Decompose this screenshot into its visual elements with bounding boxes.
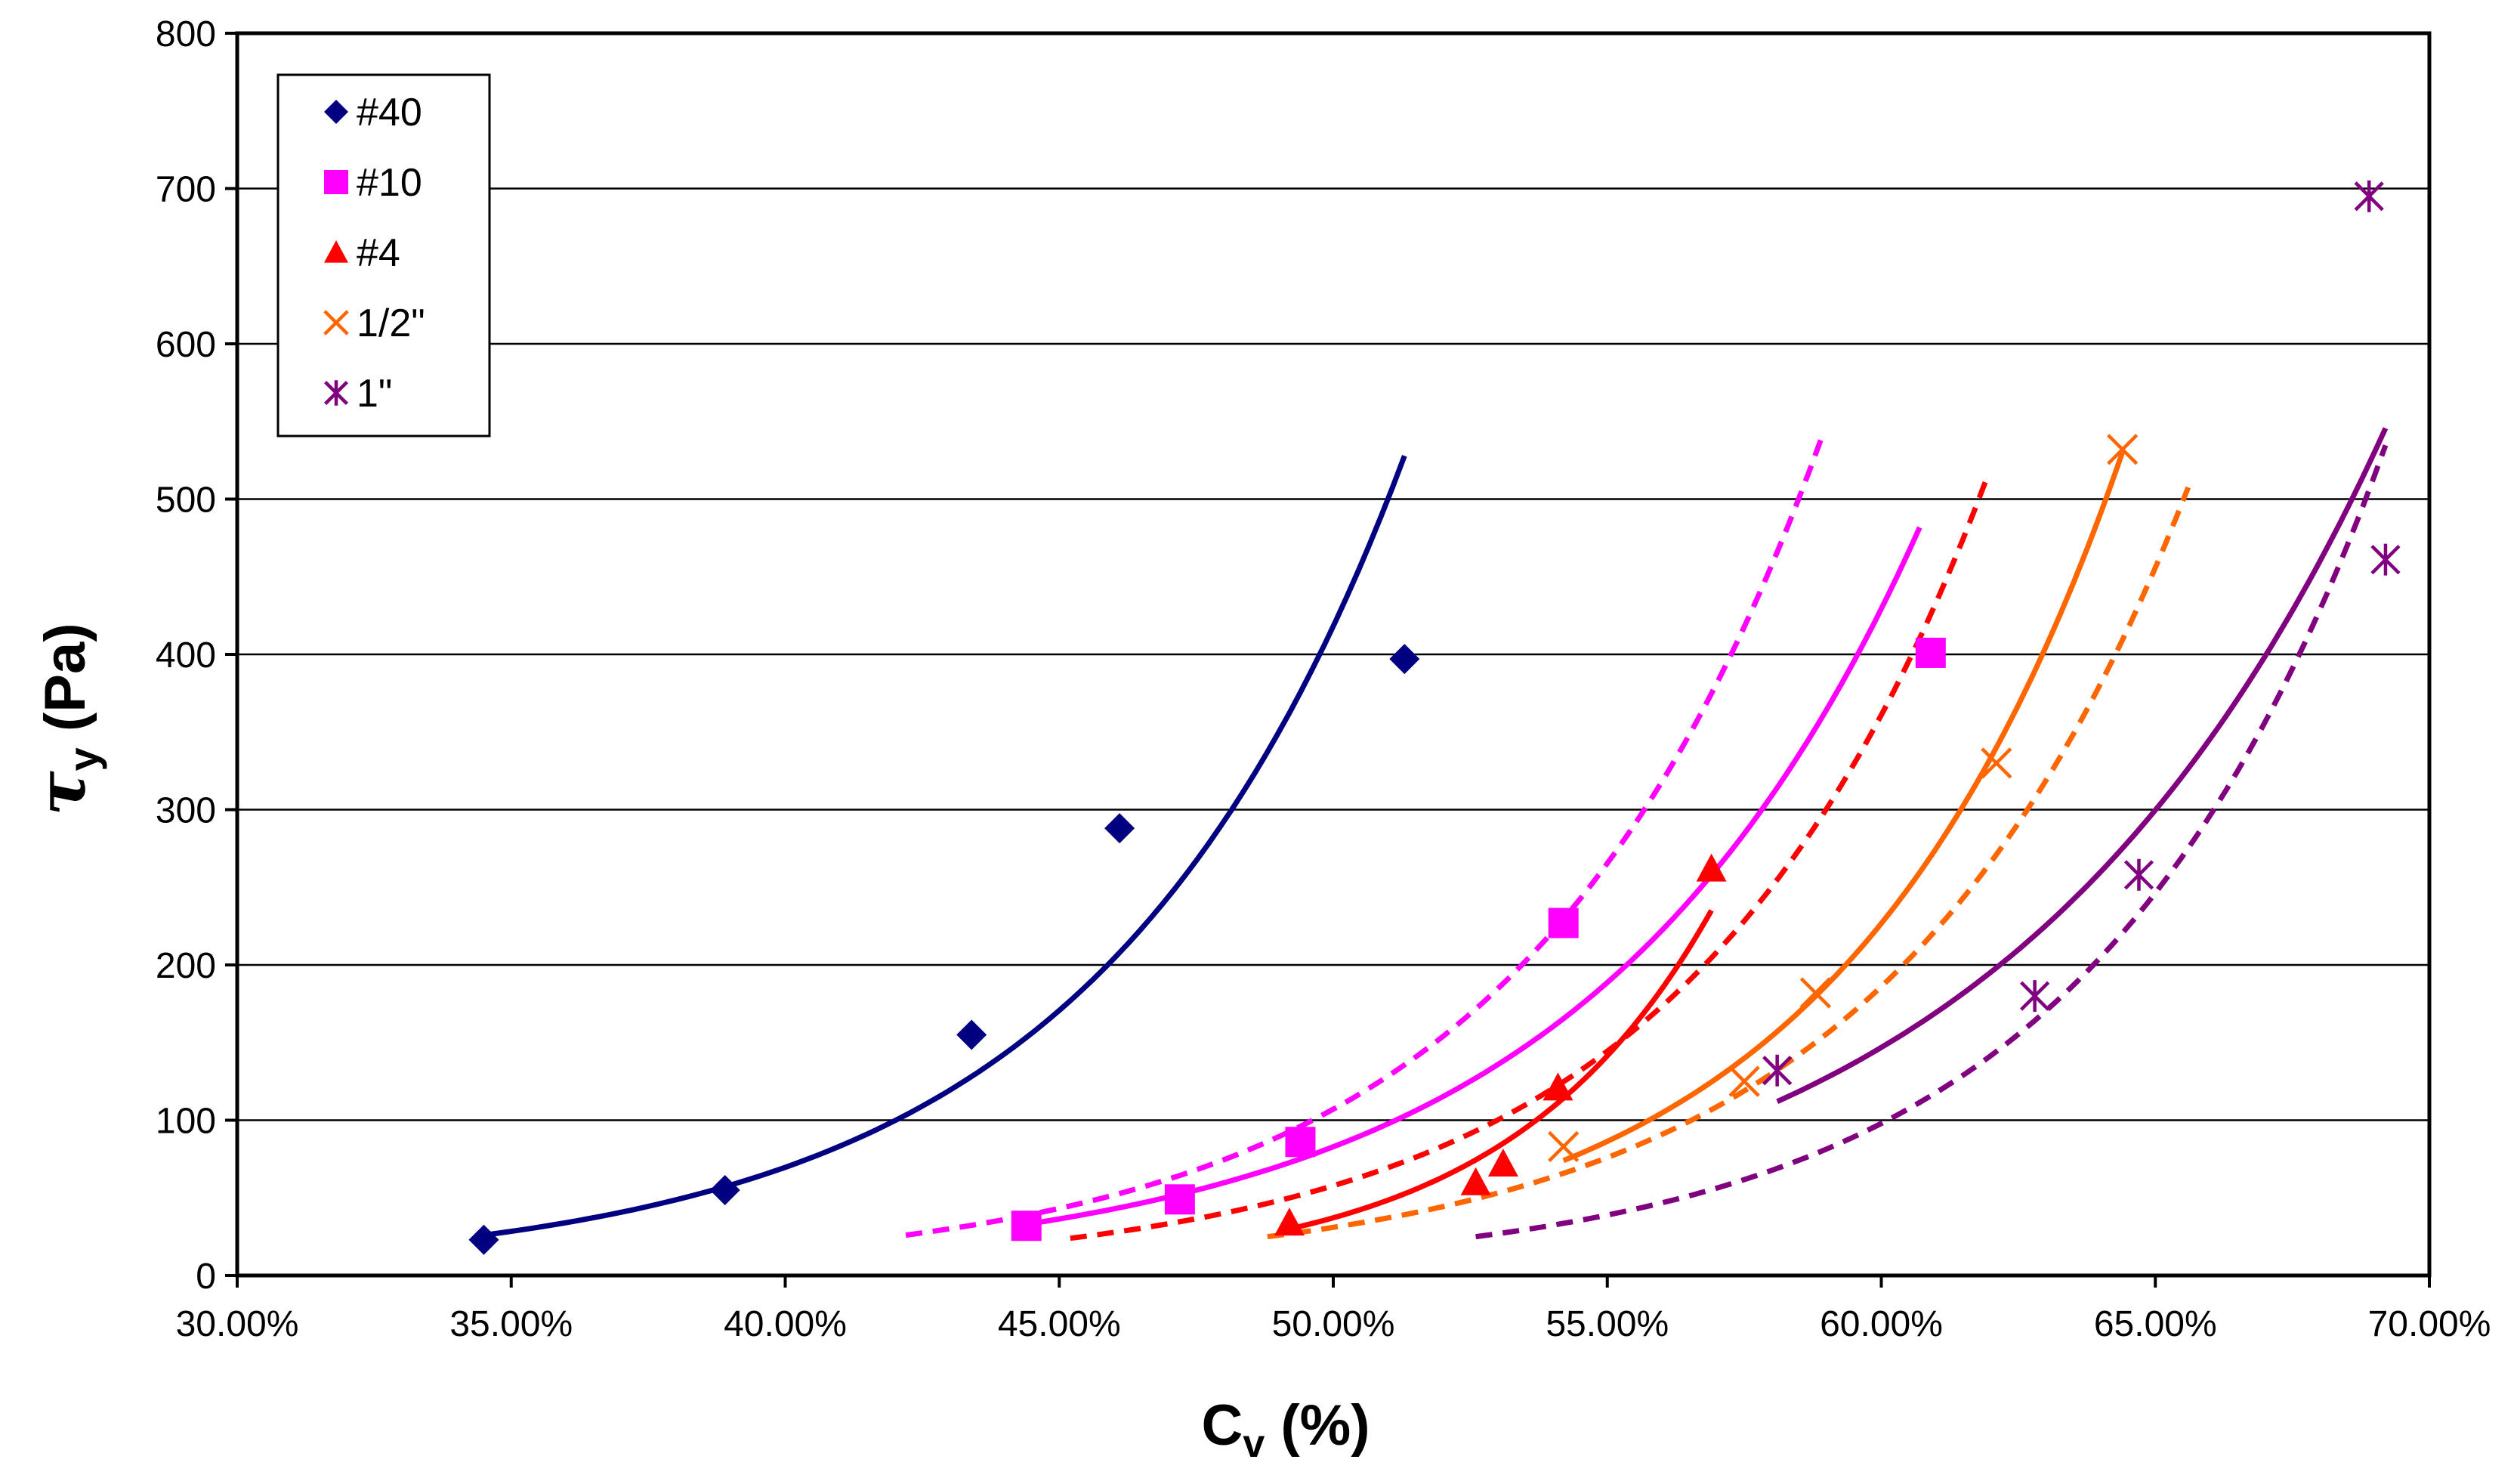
- data-point-series-3: [1543, 1072, 1573, 1101]
- legend-marker: [324, 380, 348, 406]
- legend-label: #40: [357, 91, 422, 135]
- data-point-series-3: [1274, 1207, 1305, 1236]
- y-tick-label: 800: [156, 14, 216, 54]
- legend-marker: [323, 310, 349, 335]
- data-markers: [468, 180, 2401, 1255]
- legend-box: [276, 73, 491, 438]
- fit-curve-dashed-series-2: [905, 438, 1824, 1238]
- data-point-series-5: [2020, 980, 2050, 1013]
- x-tick-label: 55.00%: [1546, 1304, 1669, 1344]
- legend-label: 1/2": [357, 301, 425, 345]
- data-point-series-1: [956, 1019, 987, 1050]
- data-point-series-5: [2123, 858, 2154, 891]
- x-tick-label: 30.00%: [176, 1304, 299, 1344]
- data-point-series-4: [1799, 977, 1832, 1009]
- data-point-series-4: [1981, 747, 2012, 779]
- data-point-series-2: [1915, 637, 1946, 668]
- fit-curve-solid-series-4: [1562, 451, 2126, 1164]
- x-axis-title: Cv (%): [1201, 1393, 1370, 1466]
- x-tick-label: 45.00%: [998, 1304, 1121, 1344]
- legend-marker: [324, 240, 348, 263]
- x-tick-label: 35.00%: [449, 1304, 573, 1344]
- data-point-series-1: [709, 1174, 740, 1205]
- data-point-series-2: [1548, 908, 1579, 938]
- legend: #40 #10 #4 1/2" 1": [276, 73, 491, 438]
- y-tick-label: 100: [156, 1102, 216, 1142]
- data-point-series-3: [1460, 1167, 1491, 1195]
- data-point-series-1: [1389, 644, 1420, 675]
- data-point-series-3: [1696, 853, 1727, 882]
- data-point-series-4: [1728, 1065, 1760, 1097]
- data-point-series-5: [2354, 180, 2384, 212]
- y-tick-label: 600: [156, 325, 216, 365]
- data-point-series-5: [2370, 543, 2401, 576]
- fit-curve-solid-series-5: [1776, 427, 2389, 1104]
- x-tick-label: 60.00%: [1820, 1304, 1943, 1344]
- fit-curve-solid-series-3: [1289, 909, 1714, 1232]
- data-point-series-4: [2107, 434, 2139, 465]
- gridlines: [237, 187, 2429, 1121]
- y-axis-title: τy (Pa): [22, 623, 107, 815]
- y-tick-label: 500: [156, 481, 216, 521]
- data-point-series-1: [1104, 813, 1135, 844]
- x-tick-label: 70.00%: [2368, 1304, 2491, 1344]
- y-axis: 0 100 200 300 400 500 600 700 800: [156, 14, 237, 1297]
- x-tick-label: 50.00%: [1272, 1304, 1395, 1344]
- data-point-series-2: [1285, 1127, 1316, 1158]
- legend-marker: [324, 100, 348, 124]
- data-point-series-1: [468, 1224, 499, 1255]
- y-tick-label: 0: [196, 1257, 216, 1297]
- fit-curve-solid-series-1: [483, 454, 1407, 1238]
- legend-label: 1": [357, 372, 392, 416]
- data-point-series-5: [1762, 1054, 1793, 1087]
- x-axis: 30.00% 35.00% 40.00% 45.00% 50.00% 55.00% 60.0…: [176, 1275, 2491, 1344]
- y-tick-label: 300: [156, 791, 216, 831]
- y-tick-label: 700: [156, 170, 216, 210]
- x-tick-label: 65.00%: [2094, 1304, 2217, 1344]
- y-tick-label: 400: [156, 635, 216, 676]
- legend-label: #4: [357, 231, 400, 275]
- x-tick-label: 40.00%: [724, 1304, 847, 1344]
- data-point-series-4: [1548, 1130, 1580, 1163]
- y-tick-label: 200: [156, 946, 216, 986]
- legend-label: #10: [357, 161, 422, 205]
- data-point-series-2: [1011, 1211, 1042, 1241]
- data-point-series-2: [1164, 1184, 1195, 1215]
- legend-marker: [324, 170, 348, 194]
- data-point-series-3: [1487, 1149, 1518, 1177]
